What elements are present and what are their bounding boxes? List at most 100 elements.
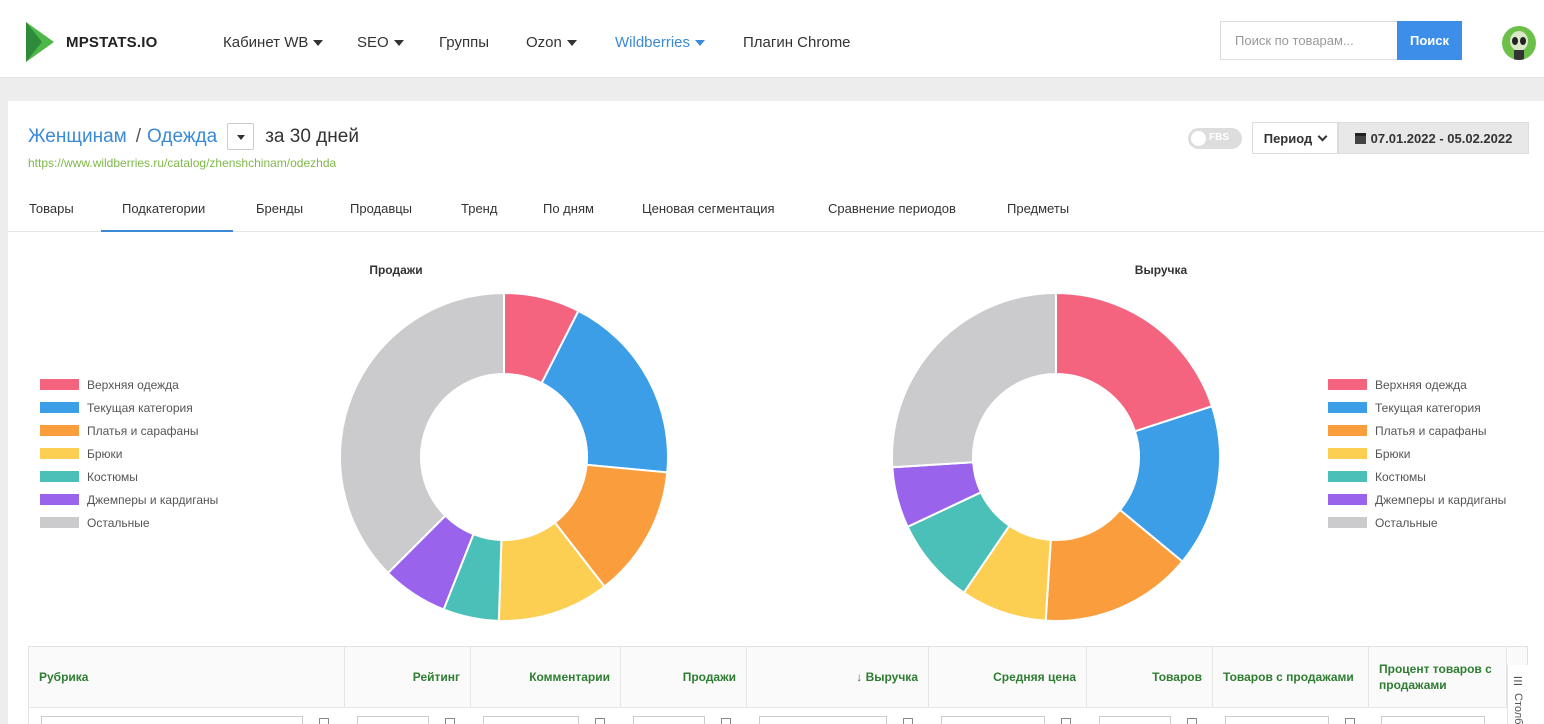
filter-input[interactable] — [941, 716, 1045, 724]
legend-item[interactable]: Костюмы — [1328, 465, 1506, 488]
filter-input[interactable] — [357, 716, 429, 724]
legend-item[interactable]: Костюмы — [40, 465, 218, 488]
breadcrumb-parent-link[interactable]: Женщинам — [28, 125, 127, 147]
nav-item-label: Плагин Chrome — [743, 34, 851, 51]
nav-item-wildberries[interactable]: Wildberries — [615, 34, 706, 51]
tab-period-comparison[interactable]: Сравнение периодов — [828, 201, 956, 216]
filter-icon[interactable] — [721, 718, 731, 724]
filter-icon[interactable] — [595, 718, 605, 724]
legend-label: Костюмы — [1375, 469, 1426, 484]
revenue-donut-chart — [891, 291, 1221, 622]
filter-icon[interactable] — [1187, 718, 1197, 724]
tab-trend[interactable]: Тренд — [461, 201, 498, 216]
donut-slice[interactable] — [540, 309, 669, 474]
donut-slice[interactable] — [891, 291, 1057, 469]
sales-donut-chart — [339, 291, 669, 622]
breadcrumb-current-link[interactable]: Одежда — [147, 125, 218, 147]
filter-input[interactable] — [759, 716, 887, 724]
legend-label: Текущая категория — [87, 400, 193, 415]
subcategories-table: Рубрика Рейтинг Комментарии Продажи ↓ Вы… — [28, 646, 1529, 724]
legend-label: Верхняя одежда — [87, 377, 179, 392]
tab-items[interactable]: Предметы — [1007, 201, 1070, 216]
tab-products[interactable]: Товары — [29, 201, 74, 216]
column-header-revenue[interactable]: ↓ Выручка — [747, 647, 929, 707]
legend-item[interactable]: Текущая категория — [1328, 396, 1506, 419]
donut-slice[interactable] — [1055, 291, 1214, 433]
tab-subcategories[interactable]: Подкатегории — [122, 201, 206, 216]
legend-item[interactable]: Верхняя одежда — [40, 373, 218, 396]
tab-price-segmentation[interactable]: Ценовая сегментация — [642, 201, 775, 216]
legend-swatch — [1328, 471, 1367, 482]
nav-item-ozon[interactable]: Ozon — [526, 34, 577, 51]
logo-icon — [26, 22, 54, 62]
filter-icon[interactable] — [319, 718, 329, 724]
donut-slice[interactable] — [339, 291, 505, 575]
filter-input[interactable] — [1099, 716, 1171, 724]
nav-item-seo[interactable]: SEO — [357, 34, 404, 51]
legend-item[interactable]: Брюки — [40, 442, 218, 465]
date-range-label: 07.01.2022 - 05.02.2022 — [1370, 130, 1513, 146]
legend-item[interactable]: Платья и сарафаны — [1328, 419, 1506, 442]
tab-brands[interactable]: Бренды — [256, 201, 304, 216]
category-dropdown-button[interactable] — [227, 123, 255, 150]
filter-input[interactable] — [633, 716, 705, 724]
top-navbar: MPSTATS.IO Кабинет WB SEO Группы Ozon Wi… — [0, 0, 1544, 78]
nav-item-label: Ozon — [526, 34, 562, 51]
tab-sellers[interactable]: Продавцы — [350, 201, 413, 216]
category-url[interactable]: https://www.wildberries.ru/catalog/zhens… — [28, 156, 337, 170]
logo[interactable]: MPSTATS.IO — [24, 20, 157, 64]
search-input[interactable] — [1220, 21, 1397, 60]
column-header-products[interactable]: Товаров — [1087, 647, 1213, 707]
fbs-toggle[interactable]: FBS — [1188, 128, 1242, 149]
tab-bar: Товары Подкатегории Бренды Продавцы Трен… — [8, 190, 1544, 232]
column-header-products-with-sales[interactable]: Товаров с продажами — [1213, 647, 1369, 707]
tab-by-days[interactable]: По дням — [543, 201, 594, 216]
main-panel: Женщинам / Одежда за 30 дней https://www… — [8, 101, 1544, 724]
filter-icon[interactable] — [445, 718, 455, 724]
legend-label: Текущая категория — [1375, 400, 1481, 415]
search-button[interactable]: Поиск — [1397, 21, 1462, 60]
nav-item-label: SEO — [357, 34, 389, 51]
filter-input[interactable] — [483, 716, 579, 724]
filter-input[interactable] — [1225, 716, 1329, 724]
caret-down-icon — [313, 40, 324, 47]
filter-input[interactable] — [41, 716, 303, 724]
legend-item[interactable]: Текущая категория — [40, 396, 218, 419]
legend-item[interactable]: Брюки — [1328, 442, 1506, 465]
avatar[interactable] — [1502, 26, 1536, 60]
nav-item-kabinet-wb[interactable]: Кабинет WB — [223, 34, 324, 51]
legend-label: Остальные — [1375, 515, 1438, 530]
column-header-avg-price[interactable]: Средняя цена — [929, 647, 1087, 707]
chevron-down-icon — [1317, 131, 1328, 141]
filter-icon[interactable] — [1061, 718, 1071, 724]
nav-item-chrome-plugin[interactable]: Плагин Chrome — [743, 34, 851, 51]
donut-slice[interactable] — [1118, 405, 1221, 563]
columns-icon: ☰ — [1513, 676, 1523, 688]
date-range-button[interactable]: 07.01.2022 - 05.02.2022 — [1338, 122, 1529, 154]
filter-icon[interactable] — [1345, 718, 1355, 724]
column-header-rating[interactable]: Рейтинг — [345, 647, 471, 707]
legend-swatch — [1328, 379, 1367, 390]
legend-label: Верхняя одежда — [1375, 377, 1467, 392]
fbs-label: FBS — [1209, 132, 1229, 143]
period-dropdown-button[interactable]: Период — [1252, 122, 1338, 154]
column-header-rubric[interactable]: Рубрика — [29, 647, 345, 707]
legend-item[interactable]: Платья и сарафаны — [40, 419, 218, 442]
active-tab-indicator — [101, 230, 233, 232]
legend-swatch — [40, 448, 79, 459]
column-header-sales[interactable]: Продажи — [621, 647, 747, 707]
legend-item[interactable]: Джемперы и кардиганы — [1328, 488, 1506, 511]
legend-item[interactable]: Остальные — [40, 511, 218, 534]
legend-item[interactable]: Остальные — [1328, 511, 1506, 534]
nav-item-groups[interactable]: Группы — [439, 34, 489, 51]
column-header-comments[interactable]: Комментарии — [471, 647, 621, 707]
columns-side-tool[interactable]: ☰ Столбцы — [1507, 665, 1529, 724]
column-header-percent-products-with-sales[interactable]: Процент товаров с продажами — [1369, 647, 1507, 707]
legend-item[interactable]: Джемперы и кардиганы — [40, 488, 218, 511]
alien-avatar-icon — [1510, 31, 1528, 60]
filter-icon[interactable] — [903, 718, 913, 724]
brand-name: MPSTATS.IO — [66, 33, 158, 51]
legend-item[interactable]: Верхняя одежда — [1328, 373, 1506, 396]
filter-input[interactable] — [1381, 716, 1485, 724]
legend-revenue: Верхняя одежда Текущая категория Платья … — [1328, 373, 1506, 534]
